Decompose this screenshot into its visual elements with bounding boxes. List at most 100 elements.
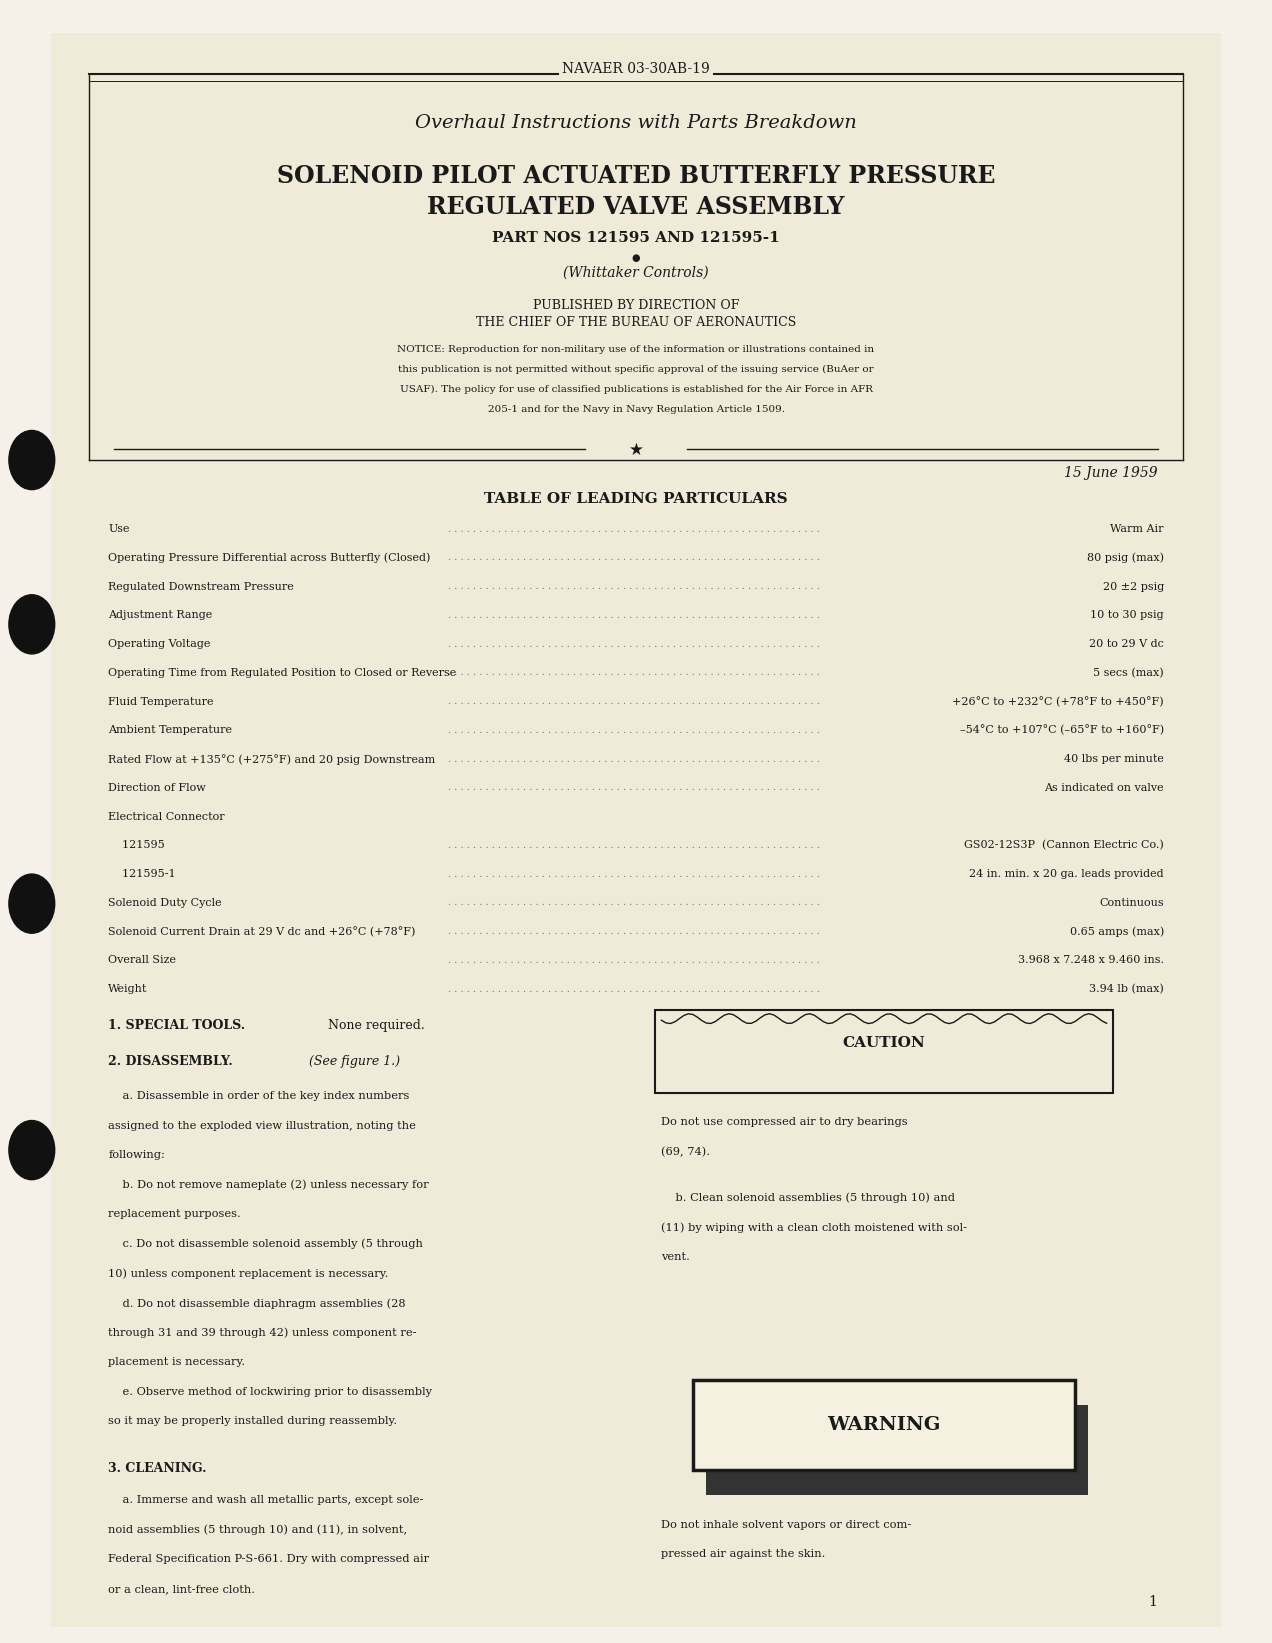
Text: ●: ●: [632, 253, 640, 263]
Text: SOLENOID PILOT ACTUATED BUTTERFLY PRESSURE: SOLENOID PILOT ACTUATED BUTTERFLY PRESSU…: [277, 164, 995, 187]
Text: Federal Specification P-S-661. Dry with compressed air: Federal Specification P-S-661. Dry with …: [108, 1554, 429, 1564]
Text: . . . . . . . . . . . . . . . . . . . . . . . . . . . . . . . . . . . . . . . . : . . . . . . . . . . . . . . . . . . . . …: [449, 841, 823, 849]
Text: Operating Voltage: Operating Voltage: [108, 639, 210, 649]
Text: or a clean, lint-free cloth.: or a clean, lint-free cloth.: [108, 1584, 256, 1594]
Text: . . . . . . . . . . . . . . . . . . . . . . . . . . . . . . . . . . . . . . . . : . . . . . . . . . . . . . . . . . . . . …: [449, 899, 823, 907]
Text: (11) by wiping with a clean cloth moistened with sol-: (11) by wiping with a clean cloth moiste…: [661, 1222, 968, 1232]
Text: Direction of Flow: Direction of Flow: [108, 782, 206, 794]
Text: 10 to 30 psig: 10 to 30 psig: [1090, 610, 1164, 621]
Text: Fluid Temperature: Fluid Temperature: [108, 697, 214, 706]
Text: NOTICE: Reproduction for non-military use of the information or illustrations co: NOTICE: Reproduction for non-military us…: [397, 345, 875, 355]
Text: vent.: vent.: [661, 1252, 691, 1262]
Text: following:: following:: [108, 1150, 165, 1160]
Text: Do not inhale solvent vapors or direct com-: Do not inhale solvent vapors or direct c…: [661, 1520, 912, 1530]
Text: As indicated on valve: As indicated on valve: [1044, 782, 1164, 794]
Text: 80 psig (max): 80 psig (max): [1086, 552, 1164, 564]
FancyBboxPatch shape: [706, 1405, 1088, 1495]
Text: THE CHIEF OF THE BUREAU OF AERONAUTICS: THE CHIEF OF THE BUREAU OF AERONAUTICS: [476, 315, 796, 329]
Text: Use: Use: [108, 524, 130, 534]
Text: Operating Pressure Differential across Butterfly (Closed): Operating Pressure Differential across B…: [108, 552, 430, 564]
Text: REGULATED VALVE ASSEMBLY: REGULATED VALVE ASSEMBLY: [427, 196, 845, 219]
Text: 2. DISASSEMBLY.: 2. DISASSEMBLY.: [108, 1055, 233, 1068]
Text: 3.968 x 7.248 x 9.460 ins.: 3.968 x 7.248 x 9.460 ins.: [1018, 955, 1164, 966]
Text: 3.94 lb (max): 3.94 lb (max): [1089, 984, 1164, 994]
Text: Overhaul Instructions with Parts Breakdown: Overhaul Instructions with Parts Breakdo…: [415, 115, 857, 131]
Text: 24 in. min. x 20 ga. leads provided: 24 in. min. x 20 ga. leads provided: [969, 869, 1164, 879]
Text: (69, 74).: (69, 74).: [661, 1147, 711, 1157]
Text: Electrical Connector: Electrical Connector: [108, 812, 225, 822]
Text: PART NOS 121595 AND 121595-1: PART NOS 121595 AND 121595-1: [492, 232, 780, 245]
Text: +26°C to +232°C (+78°F to +450°F): +26°C to +232°C (+78°F to +450°F): [953, 697, 1164, 706]
Text: so it may be properly installed during reassembly.: so it may be properly installed during r…: [108, 1416, 397, 1426]
Text: . . . . . . . . . . . . . . . . . . . . . . . . . . . . . . . . . . . . . . . . : . . . . . . . . . . . . . . . . . . . . …: [449, 956, 823, 964]
Text: 20 to 29 V dc: 20 to 29 V dc: [1089, 639, 1164, 649]
Text: Ambient Temperature: Ambient Temperature: [108, 725, 232, 736]
Text: c. Do not disassemble solenoid assembly (5 through: c. Do not disassemble solenoid assembly …: [108, 1239, 424, 1249]
Text: a. Disassemble in order of the key index numbers: a. Disassemble in order of the key index…: [108, 1091, 410, 1101]
Text: . . . . . . . . . . . . . . . . . . . . . . . . . . . . . . . . . . . . . . . . : . . . . . . . . . . . . . . . . . . . . …: [449, 927, 823, 937]
Text: e. Observe method of lockwiring prior to disassembly: e. Observe method of lockwiring prior to…: [108, 1387, 432, 1397]
Text: a. Immerse and wash all metallic parts, except sole-: a. Immerse and wash all metallic parts, …: [108, 1495, 424, 1505]
Text: through 31 and 39 through 42) unless component re-: through 31 and 39 through 42) unless com…: [108, 1328, 417, 1337]
Text: Continuous: Continuous: [1099, 897, 1164, 909]
Text: placement is necessary.: placement is necessary.: [108, 1357, 245, 1367]
Text: Warm Air: Warm Air: [1110, 524, 1164, 534]
Circle shape: [9, 1121, 55, 1180]
Text: . . . . . . . . . . . . . . . . . . . . . . . . . . . . . . . . . . . . . . . . : . . . . . . . . . . . . . . . . . . . . …: [449, 869, 823, 879]
Text: None required.: None required.: [324, 1019, 425, 1032]
Text: Rated Flow at +135°C (+275°F) and 20 psig Downstream: Rated Flow at +135°C (+275°F) and 20 psi…: [108, 754, 435, 764]
Text: NAVAER 03-30AB-19: NAVAER 03-30AB-19: [562, 62, 710, 76]
Text: 121595-1: 121595-1: [108, 869, 176, 879]
Text: replacement purposes.: replacement purposes.: [108, 1209, 240, 1219]
Text: 1: 1: [1149, 1595, 1158, 1608]
Text: . . . . . . . . . . . . . . . . . . . . . . . . . . . . . . . . . . . . . . . . : . . . . . . . . . . . . . . . . . . . . …: [449, 784, 823, 792]
FancyBboxPatch shape: [51, 33, 1221, 1627]
Text: Solenoid Duty Cycle: Solenoid Duty Cycle: [108, 897, 221, 909]
Text: noid assemblies (5 through 10) and (11), in solvent,: noid assemblies (5 through 10) and (11),…: [108, 1525, 407, 1535]
Text: 5 secs (max): 5 secs (max): [1093, 667, 1164, 679]
Text: . . . . . . . . . . . . . . . . . . . . . . . . . . . . . . . . . . . . . . . . : . . . . . . . . . . . . . . . . . . . . …: [449, 669, 823, 677]
Text: (See figure 1.): (See figure 1.): [305, 1055, 401, 1068]
Text: –54°C to +107°C (–65°F to +160°F): –54°C to +107°C (–65°F to +160°F): [960, 725, 1164, 736]
Text: GS02-12S3P  (Cannon Electric Co.): GS02-12S3P (Cannon Electric Co.): [964, 840, 1164, 851]
FancyBboxPatch shape: [693, 1380, 1075, 1470]
Text: . . . . . . . . . . . . . . . . . . . . . . . . . . . . . . . . . . . . . . . . : . . . . . . . . . . . . . . . . . . . . …: [449, 582, 823, 591]
Text: ★: ★: [628, 442, 644, 458]
FancyBboxPatch shape: [655, 1010, 1113, 1093]
Text: Do not use compressed air to dry bearings: Do not use compressed air to dry bearing…: [661, 1117, 908, 1127]
Text: 20 ±2 psig: 20 ±2 psig: [1103, 582, 1164, 591]
Text: Regulated Downstream Pressure: Regulated Downstream Pressure: [108, 582, 294, 591]
Text: . . . . . . . . . . . . . . . . . . . . . . . . . . . . . . . . . . . . . . . . : . . . . . . . . . . . . . . . . . . . . …: [449, 524, 823, 534]
Text: b. Do not remove nameplate (2) unless necessary for: b. Do not remove nameplate (2) unless ne…: [108, 1180, 429, 1190]
Text: . . . . . . . . . . . . . . . . . . . . . . . . . . . . . . . . . . . . . . . . : . . . . . . . . . . . . . . . . . . . . …: [449, 754, 823, 764]
Text: 15 June 1959: 15 June 1959: [1063, 467, 1158, 480]
Text: assigned to the exploded view illustration, noting the: assigned to the exploded view illustrati…: [108, 1121, 416, 1130]
Text: Operating Time from Regulated Position to Closed or Reverse: Operating Time from Regulated Position t…: [108, 667, 457, 679]
Text: Solenoid Current Drain at 29 V dc and +26°C (+78°F): Solenoid Current Drain at 29 V dc and +2…: [108, 927, 416, 937]
Text: TABLE OF LEADING PARTICULARS: TABLE OF LEADING PARTICULARS: [485, 493, 787, 506]
Text: Weight: Weight: [108, 984, 148, 994]
Text: 10) unless component replacement is necessary.: 10) unless component replacement is nece…: [108, 1268, 388, 1278]
Text: 1. SPECIAL TOOLS.: 1. SPECIAL TOOLS.: [108, 1019, 245, 1032]
Circle shape: [9, 595, 55, 654]
Text: (Whittaker Controls): (Whittaker Controls): [563, 266, 709, 279]
Text: CAUTION: CAUTION: [842, 1037, 926, 1050]
Text: 3. CLEANING.: 3. CLEANING.: [108, 1462, 206, 1475]
Text: PUBLISHED BY DIRECTION OF: PUBLISHED BY DIRECTION OF: [533, 299, 739, 312]
Text: b. Clean solenoid assemblies (5 through 10) and: b. Clean solenoid assemblies (5 through …: [661, 1193, 955, 1203]
Text: d. Do not disassemble diaphragm assemblies (28: d. Do not disassemble diaphragm assembli…: [108, 1298, 406, 1308]
Text: pressed air against the skin.: pressed air against the skin.: [661, 1549, 826, 1559]
Text: . . . . . . . . . . . . . . . . . . . . . . . . . . . . . . . . . . . . . . . . : . . . . . . . . . . . . . . . . . . . . …: [449, 611, 823, 619]
Circle shape: [9, 874, 55, 933]
Text: 0.65 amps (max): 0.65 amps (max): [1070, 927, 1164, 937]
Circle shape: [9, 430, 55, 490]
Text: 121595: 121595: [108, 840, 165, 851]
Text: . . . . . . . . . . . . . . . . . . . . . . . . . . . . . . . . . . . . . . . . : . . . . . . . . . . . . . . . . . . . . …: [449, 984, 823, 994]
Text: Adjustment Range: Adjustment Range: [108, 610, 212, 621]
Text: USAF). The policy for use of classified publications is established for the Air : USAF). The policy for use of classified …: [399, 384, 873, 394]
Text: . . . . . . . . . . . . . . . . . . . . . . . . . . . . . . . . . . . . . . . . : . . . . . . . . . . . . . . . . . . . . …: [449, 697, 823, 706]
Text: 40 lbs per minute: 40 lbs per minute: [1063, 754, 1164, 764]
Text: Overall Size: Overall Size: [108, 955, 176, 966]
Text: this publication is not permitted without specific approval of the issuing servi: this publication is not permitted withou…: [398, 365, 874, 375]
Text: WARNING: WARNING: [827, 1416, 941, 1434]
